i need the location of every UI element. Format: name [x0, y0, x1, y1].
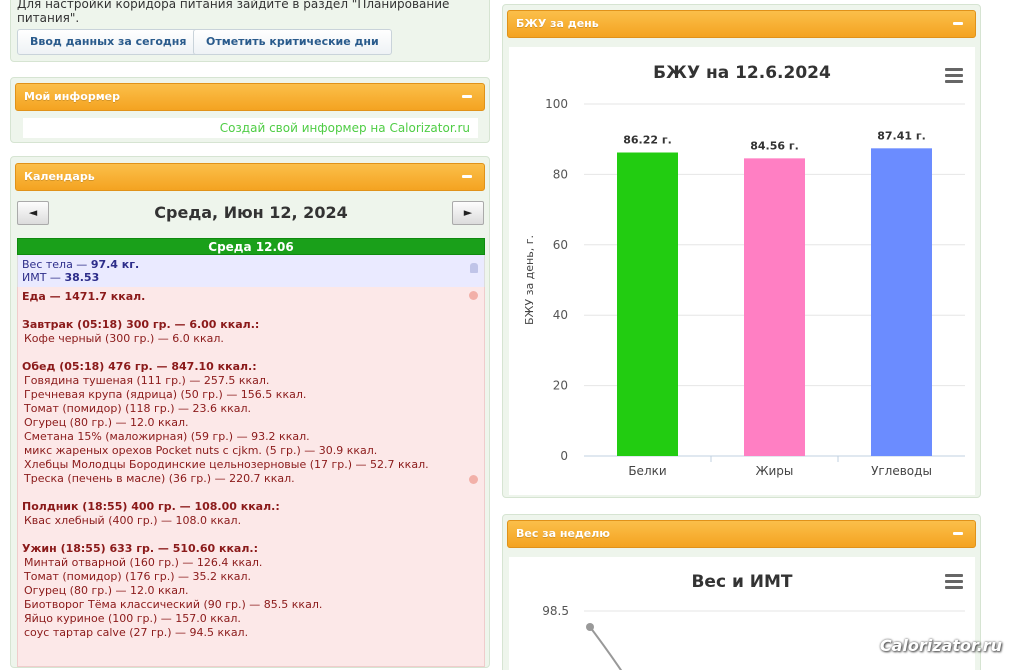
- food-diary: Еда — 1471.7 ккал. Завтрак (05:18) 300 г…: [17, 287, 485, 667]
- meal-item: Огурец (80 гр.) — 12.0 ккал.: [24, 416, 189, 429]
- nutrition-hint-panel: Для настройки коридора питания зайдите в…: [10, 0, 490, 62]
- y-tick-label: 60: [553, 238, 568, 252]
- bar: [744, 158, 805, 456]
- meal-title: Полдник (18:55) 400 гр. — 108.00 ккал.:: [22, 500, 280, 513]
- meal-item: Огурец (80 гр.) — 12.0 ккал.: [24, 584, 189, 597]
- meal-item: Сметана 15% (маложирная) (59 гр.) — 93.2…: [24, 430, 310, 443]
- bju-chart: БЖУ на 12.6.2024 0 20 40 60 80 100 БЖУ за день,…: [509, 47, 975, 495]
- data-label: 84.56 г.: [750, 139, 799, 152]
- calendar-panel: Календарь ◄ Среда, Июн 12, 2024 ► Среда …: [10, 156, 490, 668]
- next-day-button[interactable]: ►: [452, 201, 484, 225]
- collapse-icon[interactable]: [953, 532, 963, 535]
- meal-item: Яйцо куриное (100 гр.) — 157.0 ккал.: [24, 612, 241, 625]
- food-total: Еда — 1471.7 ккал.: [22, 290, 146, 303]
- week-header: Вес за неделю: [507, 520, 976, 548]
- week-panel: Вес за неделю Вес и ИМТ 98.5: [502, 514, 981, 670]
- menu-icon-line: [945, 586, 963, 589]
- meal-item: микс жареных орехов Pocket nuts c cjkm. …: [24, 444, 378, 457]
- informer-title: Мой информер: [24, 90, 121, 103]
- nutrition-hint-text: Для настройки коридора питания зайдите в…: [17, 0, 450, 25]
- meal-title: Завтрак (05:18) 300 гр. — 6.00 ккал.:: [22, 318, 260, 331]
- y-tick-label: 0: [560, 449, 568, 463]
- x-tick-label: Белки: [628, 464, 666, 478]
- apple-icon[interactable]: [469, 475, 478, 484]
- bar: [617, 152, 678, 456]
- meal-item: Томат (помидор) (118 гр.) — 23.6 ккал.: [24, 402, 252, 415]
- meal-item: Кофе черный (300 гр.) — 6.0 ккал.: [24, 332, 224, 345]
- y-tick-label: 40: [553, 308, 568, 322]
- menu-icon[interactable]: [945, 574, 963, 589]
- series-line: [589, 626, 623, 670]
- informer-panel: Мой информер Создай свой информер на Cal…: [10, 77, 490, 143]
- y-tick-label: 100: [545, 97, 568, 111]
- left-column: Для настройки коридора питания зайдите в…: [10, 0, 490, 670]
- y-axis-label: БЖУ за день, г.: [523, 235, 536, 325]
- bju-panel-title: БЖУ за день: [516, 17, 599, 30]
- meal-block: Обед (05:18) 476 гр. — 847.10 ккал.: Говя…: [22, 360, 480, 486]
- meal-item: Минтай отварной (160 гр.) — 126.4 ккал.: [24, 556, 263, 569]
- data-label: 87.41 г.: [877, 129, 926, 142]
- meal-item: Треска (печень в масле) (36 гр.) — 220.7…: [24, 472, 295, 485]
- calendar-nav: ◄ Среда, Июн 12, 2024 ►: [17, 201, 485, 229]
- menu-icon-line: [945, 80, 963, 83]
- menu-icon-line: [945, 574, 963, 577]
- weight-box: Вес тела — 97.4 кг. ИМТ — 38.53: [17, 255, 485, 287]
- bar: [871, 148, 932, 456]
- bju-panel: БЖУ за день БЖУ на 12.6.2024 0 20 40 60 80 100…: [502, 4, 981, 498]
- data-point: [586, 623, 594, 631]
- prev-day-button[interactable]: ◄: [17, 201, 49, 225]
- menu-icon-line: [945, 68, 963, 71]
- meal-item: Хлебцы Молодцы Бородинские цельнозерновы…: [24, 458, 429, 471]
- weight-label: Вес тела —: [22, 258, 91, 271]
- collapse-icon[interactable]: [462, 95, 472, 98]
- week-panel-title: Вес за неделю: [516, 527, 610, 540]
- calendar-date-title: Среда, Июн 12, 2024: [154, 203, 348, 222]
- meal-item: Биотворог Тёма классический (90 гр.) — 8…: [24, 598, 323, 611]
- critical-days-button[interactable]: Отметить критические дни: [193, 29, 392, 55]
- meal-item: Гречневая крупа (ядрица) (50 гр.) — 156.…: [24, 388, 307, 401]
- informer-header: Мой информер: [15, 83, 485, 111]
- meal-title: Обед (05:18) 476 гр. — 847.10 ккал.:: [22, 360, 257, 373]
- x-tick-label: Углеводы: [871, 464, 932, 478]
- bmi-label: ИМТ —: [22, 271, 65, 284]
- apple-icon[interactable]: [469, 291, 478, 300]
- data-label: 86.22 г.: [623, 134, 672, 147]
- weight-chart-svg: Вес и ИМТ 98.5: [542, 572, 965, 670]
- weight-value: 97.4 кг.: [90, 258, 140, 271]
- input-today-button[interactable]: Ввод данных за сегодня: [17, 29, 200, 55]
- bju-header: БЖУ за день: [507, 10, 976, 38]
- meal-title: Ужин (18:55) 633 гр. — 510.60 ккал.:: [22, 542, 258, 555]
- meal-item: соус тартар calve (27 гр.) — 94.5 ккал.: [24, 626, 249, 639]
- meal-block: Завтрак (05:18) 300 гр. — 6.00 ккал.: Коф…: [22, 318, 480, 346]
- weight-chart: Вес и ИМТ 98.5: [509, 557, 975, 670]
- day-label: Среда 12.06: [17, 238, 485, 255]
- meal-item: Томат (помидор) (176 гр.) — 35.2 ккал.: [24, 570, 252, 583]
- meal-item: Говядина тушеная (111 гр.) — 257.5 ккал.: [24, 374, 270, 387]
- menu-icon-line: [945, 74, 963, 77]
- y-tick-label: 20: [553, 379, 568, 393]
- meal-item: Квас хлебный (400 гр.) — 108.0 ккал.: [24, 514, 242, 527]
- y-tick-label: 98.5: [542, 604, 569, 618]
- x-tick-label: Жиры: [756, 464, 794, 478]
- calendar-title: Календарь: [24, 170, 95, 183]
- chart-title: БЖУ на 12.6.2024: [653, 63, 831, 83]
- meal-block: Полдник (18:55) 400 гр. — 108.00 ккал.: К…: [22, 500, 480, 528]
- chart-title: Вес и ИМТ: [691, 572, 792, 592]
- menu-icon-line: [945, 580, 963, 583]
- informer-link[interactable]: Создай свой информер на Calorizator.ru: [23, 118, 478, 138]
- menu-icon[interactable]: [945, 68, 963, 83]
- meals-list: Завтрак (05:18) 300 гр. — 6.00 ккал.: Коф…: [22, 318, 480, 640]
- watermark: Calorizator.ru: [879, 636, 1002, 655]
- meal-block: Ужин (18:55) 633 гр. — 510.60 ккал.: Минт…: [22, 542, 480, 640]
- bju-chart-svg: БЖУ на 12.6.2024 0 20 40 60 80 100 БЖУ за день,…: [523, 63, 965, 478]
- calendar-header: Календарь: [15, 163, 485, 191]
- bmi-value: 38.53: [64, 271, 100, 284]
- collapse-icon[interactable]: [462, 175, 472, 178]
- person-icon[interactable]: [470, 263, 478, 273]
- collapse-icon[interactable]: [953, 22, 963, 25]
- y-tick-label: 80: [553, 167, 568, 181]
